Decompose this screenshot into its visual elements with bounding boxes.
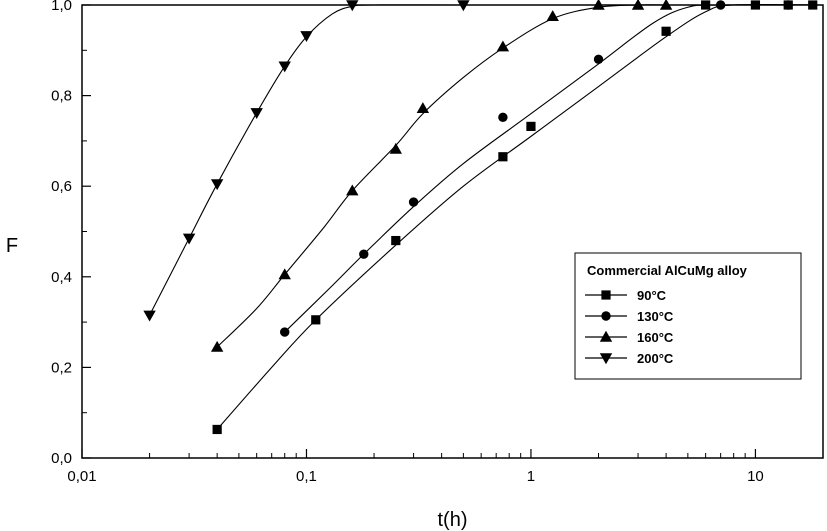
data-point-circle [498, 112, 508, 123]
legend: Commercial AlCuMg alloy 90°C 130°C 160°C 20… [574, 252, 802, 380]
legend-label: 130°C [637, 309, 674, 324]
data-point-triangle-up [346, 184, 359, 196]
y-tick-label: 0,6 [51, 178, 72, 195]
data-point-triangle-down [143, 310, 156, 322]
data-point-square [311, 315, 321, 325]
data-point-triangle-up [659, 0, 673, 10]
legend-title: Commercial AlCuMg alloy [587, 263, 748, 278]
data-point-circle [408, 197, 419, 207]
data-point-square [750, 0, 761, 10]
legend-marker-circle [601, 311, 611, 321]
y-tick-label: 0,2 [51, 359, 72, 376]
data-point-triangle-down [210, 179, 224, 191]
data-point-circle [593, 54, 604, 65]
data-point-triangle-up [278, 268, 291, 280]
ticks: 0,01 0,1 1 10 0,0 0,2 0,4 0,6 0,8 1,0 [51, 0, 764, 485]
legend-marker-square [601, 290, 611, 300]
y-tick-label: 0,8 [51, 88, 72, 105]
data-point-triangle-up [546, 10, 559, 22]
data-point-triangle-down [250, 108, 263, 120]
data-point-triangle-up [389, 142, 403, 154]
data-point-circle [280, 327, 290, 337]
y-axis-title: F [6, 235, 18, 257]
legend-label: 200°C [637, 351, 674, 366]
data-point-triangle-up [631, 0, 645, 10]
data-point-square [701, 0, 711, 10]
data-point-triangle-down [300, 31, 313, 43]
data-point-square [808, 0, 818, 10]
data-point-triangle-up [496, 40, 510, 52]
series-line-0 [216, 3, 824, 430]
data-markers [143, 0, 818, 435]
x-axis-title: t(h) [438, 509, 468, 531]
legend-marker-triangle-up [599, 330, 613, 342]
legend-label: 160°C [637, 330, 674, 345]
data-point-square [661, 26, 671, 36]
data-point-circle [359, 249, 369, 259]
data-point-square [391, 235, 401, 246]
x-tick-label: 10 [747, 468, 764, 485]
y-tick-label: 1,0 [51, 0, 72, 14]
y-tick-label: 0,0 [51, 450, 72, 467]
data-point-triangle-up [416, 102, 430, 113]
x-tick-label: 0,01 [67, 468, 96, 485]
data-point-square [526, 121, 536, 132]
data-point-triangle-down [457, 0, 470, 12]
x-tick-label: 0,1 [296, 468, 317, 485]
data-point-square [498, 152, 508, 162]
legend-marker-triangle-down [599, 353, 613, 365]
data-point-square [212, 424, 222, 435]
data-point-triangle-up [592, 0, 605, 10]
data-point-circle [715, 0, 726, 10]
data-point-triangle-down [278, 61, 291, 73]
legend-label: 90°C [637, 288, 667, 303]
data-point-triangle-down [182, 233, 196, 245]
data-point-triangle-up [210, 340, 224, 352]
x-tick-label: 1 [527, 468, 535, 485]
data-point-circle [783, 0, 793, 10]
data-point-triangle-down [346, 0, 359, 12]
y-tick-label: 0,4 [51, 269, 72, 286]
